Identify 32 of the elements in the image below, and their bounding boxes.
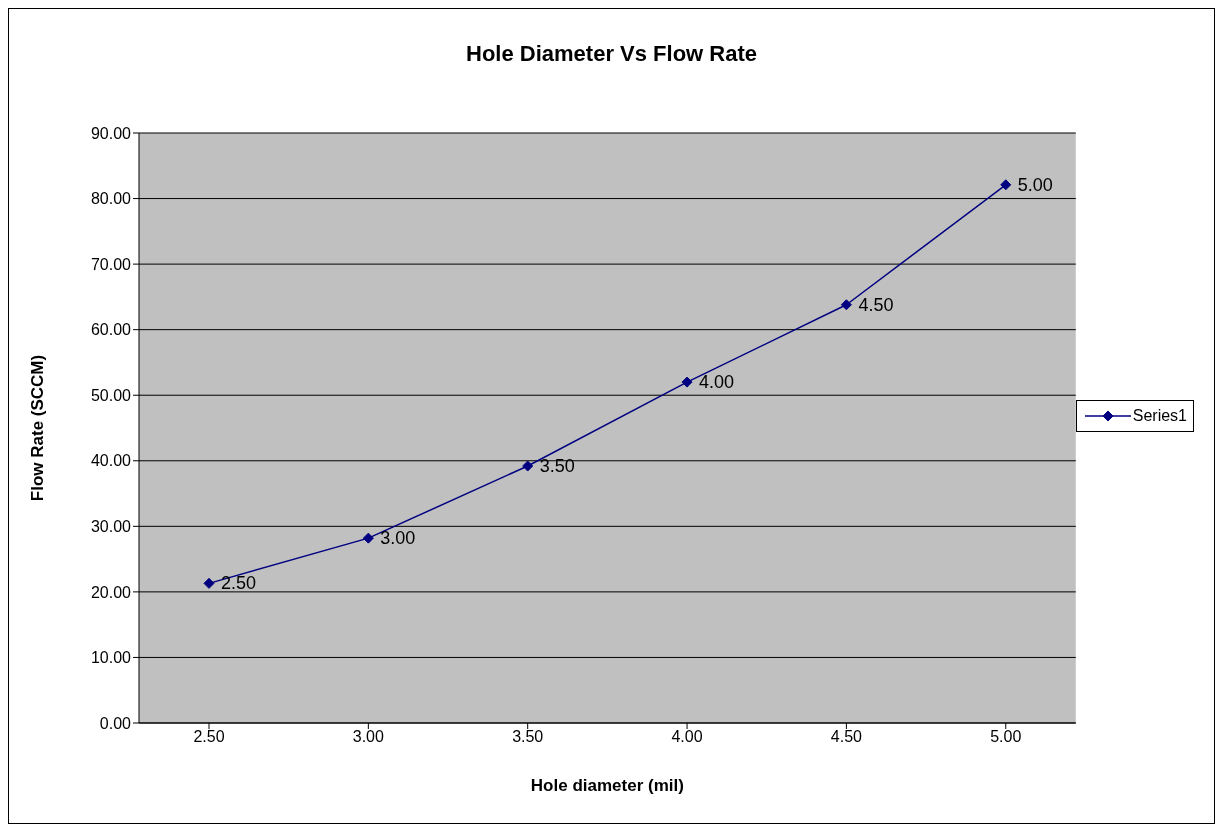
y-tick-label: 70.00 [90, 255, 132, 273]
y-tick-label: 40.00 [90, 452, 132, 470]
legend-label: Series1 [1132, 407, 1187, 425]
annotation: 3.50 [539, 456, 575, 477]
y-tick-label: 10.00 [90, 649, 132, 667]
y-axis-title: Flow Rate (SCCM) [28, 354, 48, 502]
y-tick-label: 80.00 [90, 190, 132, 208]
x-tick-label: 5.00 [990, 728, 1022, 746]
annotation: 5.00 [1017, 174, 1053, 195]
point [681, 376, 693, 388]
chart-title: Hole Diameter Vs Flow Rate [465, 41, 758, 67]
point [362, 532, 374, 544]
y-tick-label: 30.00 [90, 518, 132, 536]
annotation: 2.50 [221, 573, 257, 594]
annotation: 3.00 [380, 528, 416, 549]
x-tick-label: 3.00 [352, 728, 385, 746]
y-tick-label: 60.00 [90, 321, 132, 339]
x-tick-label: 2.50 [193, 728, 225, 746]
point [203, 577, 215, 589]
y-tick-label: 90.00 [90, 124, 132, 142]
x-tick-label: 4.00 [671, 728, 703, 746]
point [1000, 179, 1012, 191]
y-tick-label: 0.00 [99, 714, 132, 732]
y-tick-label: 20.00 [90, 583, 132, 601]
annotation: 4.50 [858, 294, 894, 315]
x-axis-title: Hole diameter (mil) [530, 776, 684, 795]
point [840, 299, 852, 311]
annotation: 4.00 [699, 372, 735, 393]
x-tick-label: 3.50 [512, 728, 544, 746]
point [522, 460, 534, 472]
y-tick-label: 50.00 [90, 386, 132, 404]
x-tick-label: 4.50 [830, 728, 863, 746]
